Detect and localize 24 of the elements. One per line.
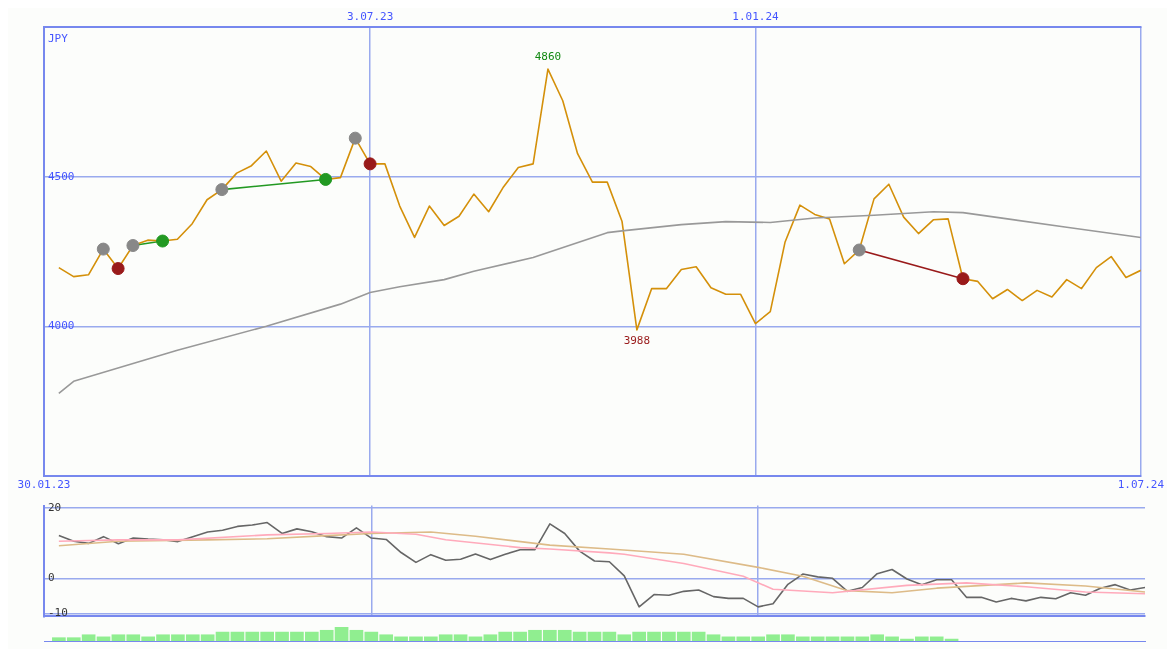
x-tick-label: 30.01.23	[17, 478, 71, 492]
y-tick-label: 4500	[48, 169, 75, 183]
point	[348, 131, 362, 145]
bar	[587, 631, 602, 641]
y-tick-label: 0	[48, 571, 55, 585]
y-tick-label: 20	[48, 500, 62, 514]
point	[956, 272, 970, 286]
y-tick-label: 4000	[48, 319, 75, 333]
x2-tick-label: 3.07.23	[346, 10, 394, 24]
point	[363, 157, 377, 171]
annotation: 3988	[623, 334, 651, 348]
y-tick-label: -10	[48, 606, 68, 620]
bar	[706, 634, 721, 641]
point	[96, 242, 110, 256]
x2-tick-label: 1.01.24	[732, 10, 780, 24]
y-axis-title: JPY	[48, 31, 69, 45]
point	[126, 239, 140, 253]
point	[156, 234, 170, 248]
point	[111, 262, 125, 276]
annotation: 4860	[534, 50, 562, 64]
x-tick-label: 1.07.24	[1117, 478, 1165, 492]
point	[215, 183, 229, 197]
point	[319, 172, 333, 186]
point	[852, 243, 866, 257]
